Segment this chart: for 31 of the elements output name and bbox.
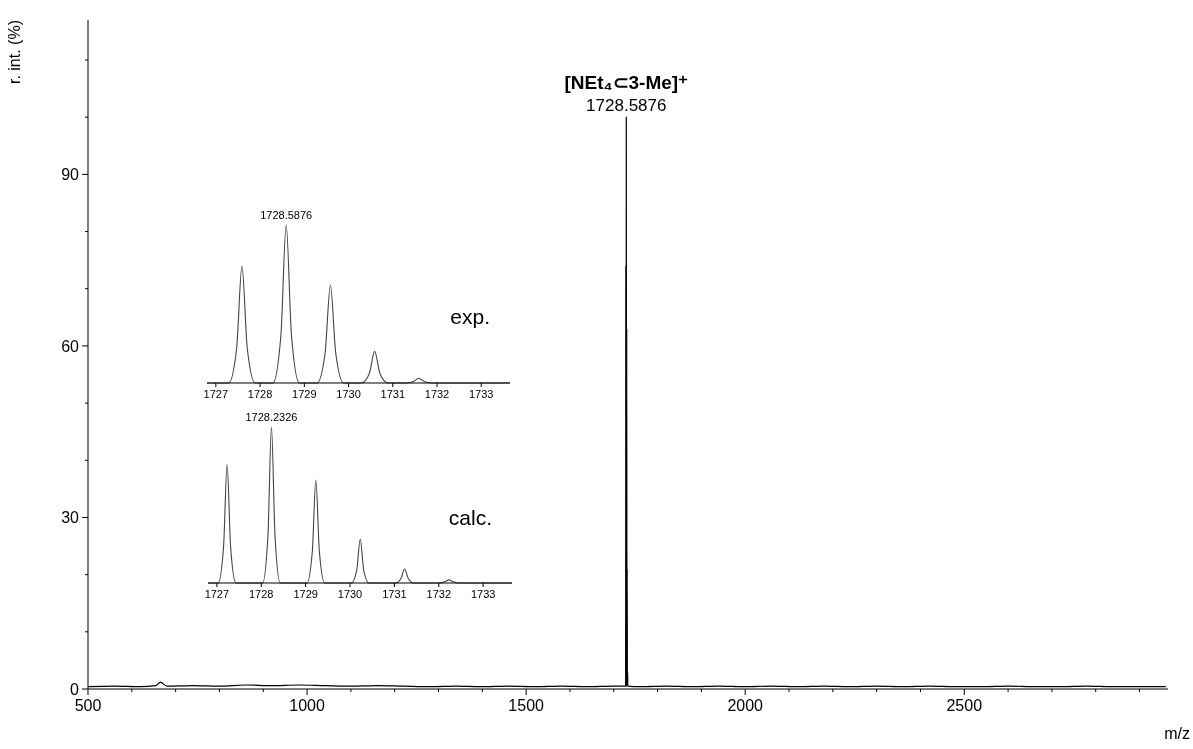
x-tick-label: 1730 [336, 388, 361, 400]
x-tick-label: 1727 [203, 388, 229, 400]
x-tick-label: 1727 [204, 588, 230, 600]
x-tick-label: 2000 [727, 697, 764, 714]
x-axis-title: m/z [1164, 725, 1190, 742]
x-tick-label: 1000 [289, 697, 325, 714]
x-tick-label: 1729 [292, 388, 317, 400]
x-tick-label: 1728 [249, 588, 274, 600]
x-tick-label: 2500 [946, 697, 983, 714]
x-tick-label: 1728 [247, 388, 273, 400]
x-tick-label: 1732 [424, 388, 450, 400]
x-tick-label: 1729 [293, 588, 318, 600]
text: exp. [450, 305, 490, 328]
x-tick-label: 1733 [470, 588, 496, 600]
x-tick-label: 1733 [469, 388, 494, 400]
x-tick-label: 500 [74, 697, 102, 714]
x-tick-label: 1500 [508, 697, 545, 714]
annotation: 1728.5876 [586, 96, 667, 116]
x-tick-label: 1731 [380, 388, 406, 400]
x-tick-label: 1731 [382, 588, 407, 600]
annotation: 1728.2326 [245, 411, 298, 423]
y-tick-label: 30 [61, 509, 80, 527]
annotation: 1728.5876 [260, 209, 313, 221]
x-tick-label: 1732 [426, 588, 452, 600]
text: calc. [448, 506, 492, 529]
y-tick-label: 0 [70, 681, 80, 698]
text: [NEt₄⊂3-Me]⁺ [564, 72, 689, 94]
y-axis-title: r. int. (%) [6, 20, 23, 85]
y-tick-label: 90 [61, 166, 80, 184]
x-tick-label: 1730 [337, 588, 363, 600]
y-tick-label: 60 [61, 337, 80, 355]
